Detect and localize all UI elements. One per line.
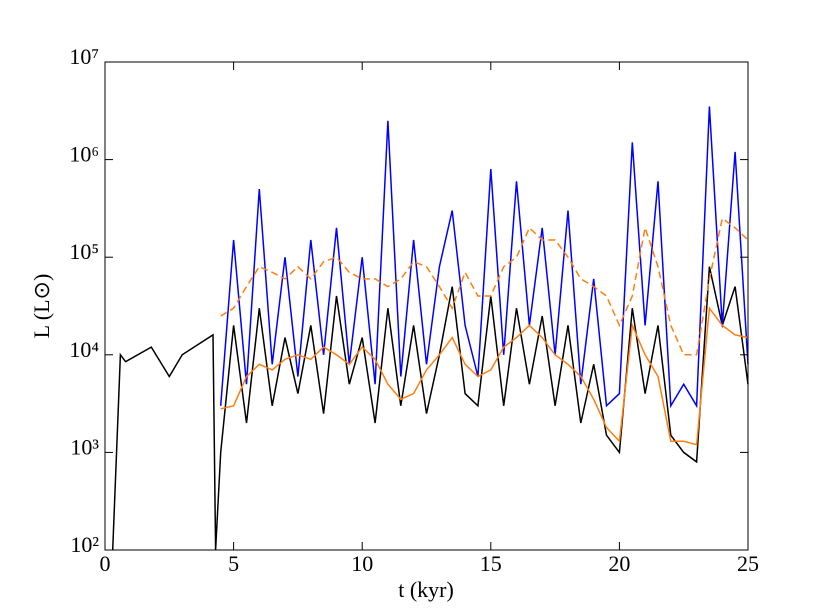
x-axis-label: t (kyr) xyxy=(398,577,454,602)
y-tick-label: 10⁷ xyxy=(69,44,99,69)
x-tick-label: 5 xyxy=(228,551,239,576)
x-tick-label: 0 xyxy=(100,551,111,576)
y-tick-label: 10⁵ xyxy=(69,239,99,264)
y-tick-label: 10⁴ xyxy=(69,337,99,362)
y-tick-label: 10⁶ xyxy=(69,142,99,167)
y-tick-label: 10³ xyxy=(70,434,99,459)
x-tick-label: 20 xyxy=(608,551,630,576)
y-tick-label: 10² xyxy=(70,532,99,557)
x-tick-label: 10 xyxy=(351,551,373,576)
x-tick-label: 15 xyxy=(480,551,502,576)
series-line xyxy=(111,266,749,551)
plot-frame xyxy=(104,61,749,551)
x-tick-label: 25 xyxy=(737,551,759,576)
series-line xyxy=(220,217,749,356)
series-line xyxy=(219,106,749,409)
y-axis-label: L (L⊙) xyxy=(29,274,54,339)
series-line xyxy=(220,306,749,446)
